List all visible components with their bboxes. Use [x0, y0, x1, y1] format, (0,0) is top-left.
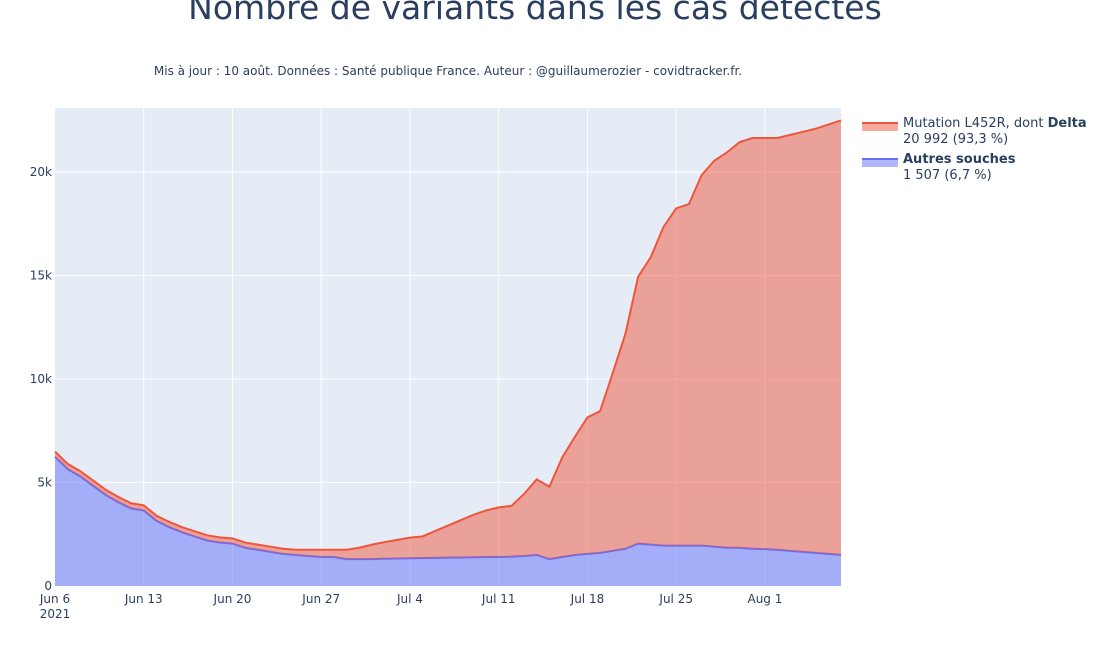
y-tick-label: 0 [44, 579, 52, 593]
legend-swatch-autres [862, 158, 898, 167]
y-tick-label: 5k [37, 476, 52, 490]
area-series[interactable] [54, 119, 842, 586]
legend-item-autres[interactable]: Autres souches 1 507 (6,7 %) [862, 152, 1087, 184]
legend-swatch-delta [862, 122, 898, 131]
y-tick-label: 10k [30, 372, 52, 386]
x-tick-label: Jun 6 [39, 592, 70, 606]
x-tick-label: Jul 4 [396, 592, 423, 606]
y-tick-label: 15k [30, 269, 52, 283]
x-tick-label: Jul 11 [481, 592, 516, 606]
x-tick-label: Jun 13 [124, 592, 163, 606]
area-fill-1[interactable] [55, 120, 841, 560]
x-tick-label: Jun 27 [301, 592, 340, 606]
y-tick-label: 20k [30, 165, 52, 179]
x-tick-label: Jul 25 [658, 592, 693, 606]
legend-item-delta[interactable]: Mutation L452R, dont Delta 20 992 (93,3 … [862, 116, 1087, 148]
legend-value-autres: 1 507 (6,7 %) [903, 168, 992, 183]
x-axis: Jun 6 Jun 13 Jun 20 Jun 27 Jul 4 Jul 11 Jul 18… [39, 592, 782, 621]
legend-label-autres: Autres souches [903, 152, 1016, 167]
x-tick-label: Jun 20 [213, 592, 252, 606]
legend: Mutation L452R, dont Delta 20 992 (93,3 … [862, 116, 1087, 188]
legend-label-delta: Mutation L452R, dont Delta [903, 116, 1087, 131]
area-fill-0[interactable] [55, 456, 841, 586]
x-tick-label: Aug 1 [747, 592, 782, 606]
x-tick-label: Jul 18 [570, 592, 605, 606]
chart-subtitle: Mis à jour : 10 août. Données : Santé pu… [153, 64, 743, 78]
series-line-1[interactable] [54, 119, 842, 551]
chart-title: Nombre de variants dans les cas détectés [188, 0, 882, 27]
x-tick-year: 2021 [40, 607, 71, 621]
y-axis: 0 5k 10k 15k 20k [30, 165, 52, 593]
legend-value-delta: 20 992 (93,3 %) [903, 132, 1009, 147]
